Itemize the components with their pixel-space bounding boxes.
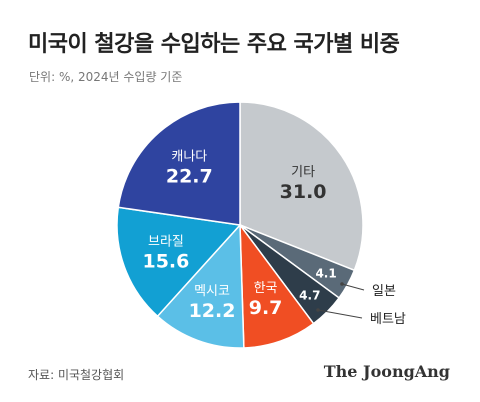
slice-category-label: 기타 xyxy=(291,165,315,180)
slice-value-label: 15.6 xyxy=(142,251,189,273)
slice-category-label: 브라질 xyxy=(148,235,184,250)
pie-slice-7 xyxy=(117,101,241,226)
leader-line xyxy=(341,283,365,291)
slice-category-label: 멕시코 xyxy=(194,284,230,299)
leader-line xyxy=(317,309,363,319)
slice-category-label: 일본 xyxy=(372,284,396,299)
slice-value-label: 4.1 xyxy=(315,267,336,281)
slice-category-label: 한국 xyxy=(254,281,278,296)
chart-title: 미국이 철강을 수입하는 주요 국가별 비중 xyxy=(28,32,400,57)
pie-slice-1 xyxy=(239,101,364,272)
pie-slice-6 xyxy=(116,206,242,318)
chart-subtitle: 단위: %, 2024년 수입량 기준 xyxy=(29,70,183,84)
leader-dot xyxy=(316,308,320,312)
slice-value-label: 12.2 xyxy=(189,300,236,322)
brand-logo: The JoongAng xyxy=(323,362,450,381)
slice-value-label: 4.7 xyxy=(299,288,320,302)
slice-value-label: 31.0 xyxy=(280,181,327,203)
source-note: 자료: 미국철강협회 xyxy=(28,368,125,382)
pie-slice-4 xyxy=(239,222,315,349)
pie-slice-5 xyxy=(156,223,245,349)
slice-category-label: 베트남 xyxy=(370,312,406,327)
leader-dot xyxy=(340,282,344,286)
slice-value-label: 9.7 xyxy=(249,297,283,319)
slice-category-label: 캐나다 xyxy=(171,149,207,164)
slice-value-label: 22.7 xyxy=(166,165,213,187)
